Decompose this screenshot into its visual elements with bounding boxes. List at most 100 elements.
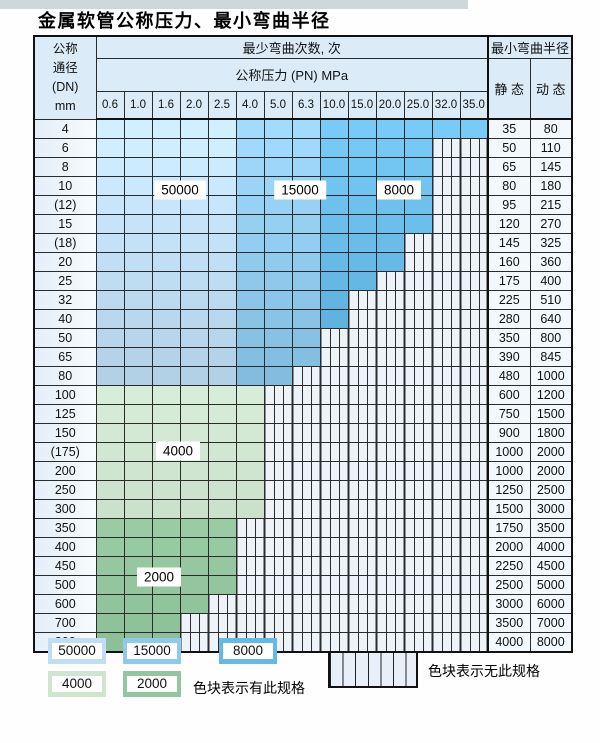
no-spec-cell <box>235 613 265 633</box>
legend-no-spec-text: 色块表示无此规格 <box>428 663 540 679</box>
spec-cell <box>179 594 209 614</box>
legend-swatch-50000: 50000 <box>48 638 106 664</box>
spec-cell <box>263 366 293 386</box>
pressure-tick: 1.0 <box>123 90 153 120</box>
no-spec-cell <box>319 347 349 367</box>
dn-cell: 350 <box>33 518 97 538</box>
no-spec-cell <box>459 518 489 538</box>
table-row: (175) 1000 2000 <box>33 442 573 462</box>
no-spec-cell <box>347 290 377 310</box>
spec-cell <box>263 309 293 329</box>
no-spec-cell <box>431 385 461 405</box>
spec-cell <box>207 461 237 481</box>
table-row: 65 390 845 <box>33 347 573 367</box>
spec-cell <box>123 176 153 196</box>
spec-cell <box>235 404 265 424</box>
dn-header-line: mm <box>54 98 76 113</box>
spec-cell <box>207 157 237 177</box>
dn-cell: (18) <box>33 233 97 253</box>
spec-cell <box>207 575 237 595</box>
table-row: 450 2250 4500 <box>33 556 573 576</box>
spec-cell <box>291 118 321 139</box>
no-spec-cell <box>263 385 293 405</box>
dn-cell: 125 <box>33 404 97 424</box>
table-row: (12) 95 215 <box>33 195 573 215</box>
spec-cell <box>151 594 181 614</box>
spec-cell <box>95 499 125 519</box>
static-radius-cell: 35 <box>487 118 531 139</box>
spec-cell <box>123 309 153 329</box>
spec-cell <box>179 309 209 329</box>
spec-cell <box>95 575 125 595</box>
dynamic-radius-cell: 4000 <box>529 537 573 557</box>
spec-cell <box>431 118 461 139</box>
spec-cell <box>375 214 405 234</box>
table-row: 50 350 800 <box>33 328 573 348</box>
spec-cell <box>123 442 153 462</box>
dn-cell: 25 <box>33 271 97 291</box>
spec-cell <box>319 118 349 139</box>
spec-cell <box>263 347 293 367</box>
no-spec-cell <box>291 366 321 386</box>
spec-cell <box>95 118 125 139</box>
dn-cell: 65 <box>33 347 97 367</box>
spec-cell <box>207 176 237 196</box>
spec-cell <box>179 347 209 367</box>
spec-cell <box>95 385 125 405</box>
spec-cell <box>179 385 209 405</box>
dynamic-radius-cell: 400 <box>529 271 573 291</box>
spec-cell <box>263 118 293 139</box>
spec-cell <box>207 328 237 348</box>
dynamic-radius-cell: 845 <box>529 347 573 367</box>
spec-cell <box>179 233 209 253</box>
pressure-tick: 25.0 <box>403 90 433 120</box>
no-spec-cell <box>403 328 433 348</box>
table-row: 15 120 270 <box>33 214 573 234</box>
dynamic-radius-cell: 1500 <box>529 404 573 424</box>
no-spec-cell <box>459 537 489 557</box>
spec-cell <box>207 537 237 557</box>
spec-cell <box>235 442 265 462</box>
static-radius-cell: 80 <box>487 176 531 196</box>
spec-cell <box>207 480 237 500</box>
legend-swatch-8000: 8000 <box>219 638 277 664</box>
no-spec-cell <box>179 632 209 653</box>
spec-cell <box>263 138 293 158</box>
dn-cell: 8 <box>33 157 97 177</box>
spec-cell <box>123 613 153 633</box>
spec-cell <box>95 556 125 576</box>
table-row: 125 750 1500 <box>33 404 573 424</box>
dn-cell: 400 <box>33 537 97 557</box>
spec-cell <box>95 461 125 481</box>
no-spec-cell <box>431 442 461 462</box>
no-spec-cell <box>263 442 293 462</box>
no-spec-cell <box>431 271 461 291</box>
spec-cell <box>291 271 321 291</box>
no-spec-cell <box>347 556 377 576</box>
spec-cell <box>95 518 125 538</box>
spec-cell <box>179 157 209 177</box>
spec-cell <box>123 385 153 405</box>
dn-cell: 6 <box>33 138 97 158</box>
no-spec-cell <box>375 556 405 576</box>
no-spec-cell <box>375 385 405 405</box>
spec-cell <box>123 480 153 500</box>
spec-cell <box>95 233 125 253</box>
dynamic-radius-cell: 270 <box>529 214 573 234</box>
dn-column-header: 公称 通径 (DN) mm <box>33 35 97 120</box>
no-spec-cell <box>403 290 433 310</box>
spec-cell <box>235 118 265 139</box>
no-spec-cell <box>431 214 461 234</box>
spec-table-wrap: 公称 通径 (DN) mm 最少弯曲次数, 次 最小弯曲半径 公称压力 (PN)… <box>33 35 573 653</box>
no-spec-cell <box>459 632 489 653</box>
dn-cell: 450 <box>33 556 97 576</box>
no-spec-cell <box>431 480 461 500</box>
no-spec-cell <box>235 556 265 576</box>
spec-cell <box>95 309 125 329</box>
no-spec-cell <box>319 575 349 595</box>
pressure-tick: 15.0 <box>347 90 377 120</box>
table-row: 32 225 510 <box>33 290 573 310</box>
no-spec-cell <box>375 347 405 367</box>
table-row: 100 600 1200 <box>33 385 573 405</box>
